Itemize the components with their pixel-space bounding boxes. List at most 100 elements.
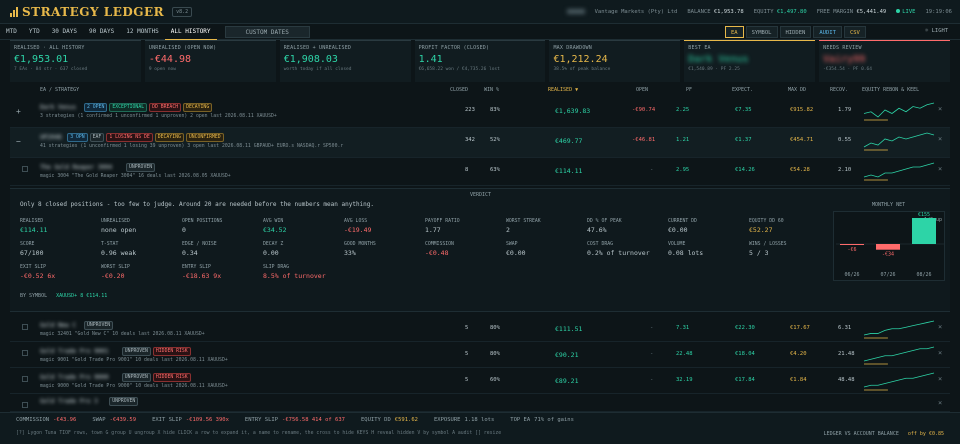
footer-totals: COMMISSION -€43.96 SWAP -€439.59 EXIT SLIP -€… xyxy=(16,417,590,423)
hide-icon[interactable]: × xyxy=(938,375,943,383)
ea-toggle[interactable]: EA xyxy=(725,26,744,38)
period-tabs: MTD YTD 30 DAYS 90 DAYS 12 MONTHS ALL HI… xyxy=(0,24,960,40)
table-row[interactable]: + Dark Venus 2 OPEN EXCEPTIONAL DD BREACH DEC… xyxy=(10,98,950,128)
footer-total-label: COMMISSION xyxy=(16,417,50,423)
status-badge: UNPROVEN xyxy=(109,397,139,406)
strategy-meta: magic 9001 "Gold Trade Pro 9001" 10 deal… xyxy=(40,358,228,363)
table-row[interactable]: The Gold Reaper 3004 UNPROVEN magic 3004 "… xyxy=(10,158,950,186)
hide-icon[interactable]: × xyxy=(938,323,943,331)
win-rate: 80% xyxy=(490,325,500,331)
status-badge: DD BREACH xyxy=(149,103,182,112)
realised-value: €89.21 xyxy=(555,377,579,385)
stat-label: PAYOFF RATIO xyxy=(425,219,460,224)
kpi-needs-review[interactable]: NEEDS REVIEW Vairy99 -€354.54 · PF 0.64 xyxy=(819,40,951,82)
stat-value: 2 xyxy=(506,226,510,234)
expand-icon[interactable]: + xyxy=(16,107,21,116)
col-realised[interactable]: REALISED ▼ xyxy=(548,87,579,93)
col-expect[interactable]: EXPECT. xyxy=(732,87,754,93)
tab-12-months[interactable]: 12 MONTHS xyxy=(126,27,159,35)
kpi-label: REALISED + UNREALISED xyxy=(283,45,352,51)
top-bar: STRATEGY LEDGER v8.2 Vantage Markets (Pt… xyxy=(0,0,960,24)
stat-value: 47.6% xyxy=(587,226,607,234)
open-value: - xyxy=(650,351,654,357)
profit-factor: 1.21 xyxy=(676,137,690,143)
verdict-panel: VERDICT Only 8 closed positions - too fe… xyxy=(10,188,950,312)
hidden-toggle[interactable]: HIDDEN xyxy=(779,26,812,38)
stat-value: -€18.63 9x xyxy=(182,272,222,280)
strategy-name[interactable]: Gold Trade Pro 9000 xyxy=(40,374,109,381)
tab-ytd[interactable]: YTD xyxy=(28,27,40,35)
equity-sparkline xyxy=(863,346,935,365)
row-checkbox[interactable] xyxy=(22,402,28,408)
row-checkbox[interactable] xyxy=(22,350,28,356)
verdict-stat: CURRENT DD €0.00 xyxy=(668,219,736,234)
row-checkbox[interactable] xyxy=(22,376,28,382)
row-checkbox[interactable] xyxy=(22,166,28,172)
table-row[interactable]: Gold New C UNPROVEN magic 32401 "Gold New … xyxy=(10,316,950,342)
monthly-bar-label: -€34 xyxy=(882,252,894,258)
hide-icon[interactable]: × xyxy=(938,135,943,143)
footer-total: EXIT SLIP -€109.56 390x xyxy=(152,417,237,423)
badges: 2 OPEN EXCEPTIONAL DD BREACH DECAYING xyxy=(82,103,213,112)
strategy-name[interactable]: Gold Trade Pro 9001 xyxy=(40,348,109,355)
clock: 19:19:06 xyxy=(925,8,953,15)
hide-icon[interactable]: × xyxy=(938,105,943,113)
hide-icon[interactable]: × xyxy=(938,349,943,357)
col-equity[interactable]: EQUITY REBON & KEEL xyxy=(862,87,920,93)
stat-label: EXIT SLIP xyxy=(20,265,46,270)
win-rate: 63% xyxy=(490,167,500,173)
strategy-name[interactable]: UP2048 xyxy=(40,134,62,141)
profit-factor: 22.48 xyxy=(676,351,693,357)
symbol-toggle[interactable]: SYMBOL xyxy=(745,26,778,38)
strategy-name[interactable]: The Gold Reaper 3004 xyxy=(40,164,113,171)
col-win[interactable]: WIN % xyxy=(484,87,500,93)
tab-all-history[interactable]: ALL HISTORY xyxy=(164,24,217,40)
col-pf[interactable]: PF xyxy=(686,87,693,93)
col-strategy[interactable]: EA / STRATEGY xyxy=(40,87,80,93)
strategy-name[interactable]: Dark Venus xyxy=(40,104,77,111)
stat-value: 67/100 xyxy=(20,249,44,257)
tab-30-days[interactable]: 30 DAYS xyxy=(51,27,77,35)
table-row[interactable]: Gold Trade Pro 9000 UNPROVEN HIDDEN RISK ma… xyxy=(10,368,950,394)
strategy-name[interactable]: Gold Trade Pro 3 xyxy=(40,398,98,405)
footer-total: TOP EA 71% of gains xyxy=(510,417,582,423)
row-checkbox[interactable] xyxy=(22,324,28,330)
sparkline-line xyxy=(863,102,935,118)
equity-cell xyxy=(862,131,936,153)
table-row[interactable]: Gold Trade Pro 3 UNPROVEN × xyxy=(10,394,950,412)
stat-label: VOLUME xyxy=(668,242,686,247)
theme-toggle[interactable]: ☼ LIGHT xyxy=(925,28,948,34)
hide-icon[interactable]: × xyxy=(938,399,943,407)
max-drawdown: €454.71 xyxy=(790,137,814,143)
col-recov[interactable]: RECOV. xyxy=(830,87,849,93)
col-max-dd[interactable]: MAX DD xyxy=(788,87,807,93)
kpi-best-ea[interactable]: BEST EA Dark Venus €1,540.89 · PF 2.25 xyxy=(684,40,816,82)
csv-button[interactable]: CSV xyxy=(843,26,866,38)
footer-total-value: -€109.56 390x xyxy=(185,417,229,423)
tab-mtd[interactable]: MTD xyxy=(6,27,17,35)
verdict-stat: PAYOFF RATIO 1.77 xyxy=(425,219,493,234)
strategy-name[interactable]: Gold New C xyxy=(40,322,77,329)
max-drawdown: €915.82 xyxy=(790,107,814,113)
footer-total-label: ENTRY SLIP xyxy=(244,417,279,423)
kpi-sub: -€354.54 · PF 0.64 xyxy=(823,67,872,72)
keyboard-hints: [?] Lygon Tuna TIOF rows, town G group U… xyxy=(16,431,502,436)
col-closed[interactable]: CLOSED xyxy=(450,87,469,93)
hide-icon[interactable]: × xyxy=(938,165,943,173)
status-badge: UNPROVEN xyxy=(121,347,151,356)
audit-button[interactable]: AUDIT xyxy=(813,26,842,38)
table-row[interactable]: Gold Trade Pro 9001 UNPROVEN HIDDEN RISK ma… xyxy=(10,342,950,368)
tab-90-days[interactable]: 90 DAYS xyxy=(88,27,115,35)
kpi-cards: REALISED · ALL HISTORY €1,953.01 7 EAs ·… xyxy=(10,40,951,82)
tab-custom-dates[interactable]: CUSTOM DATES xyxy=(224,25,310,38)
profit-factor: 32.19 xyxy=(676,377,693,383)
stat-value: €52.27 xyxy=(749,226,773,234)
stat-value: 0.00 xyxy=(263,249,279,257)
table-row[interactable]: − UP2048 3 OPN EAF 1 LOSING NS DE DECAYING UNC… xyxy=(10,128,950,158)
col-open[interactable]: OPEN xyxy=(636,87,649,93)
by-symbol-value[interactable]: XAUUSD+ 8 €114.11 xyxy=(56,293,108,299)
stat-label: SCORE xyxy=(20,242,35,247)
collapse-icon[interactable]: − xyxy=(16,137,21,146)
equity-cell xyxy=(862,319,936,341)
